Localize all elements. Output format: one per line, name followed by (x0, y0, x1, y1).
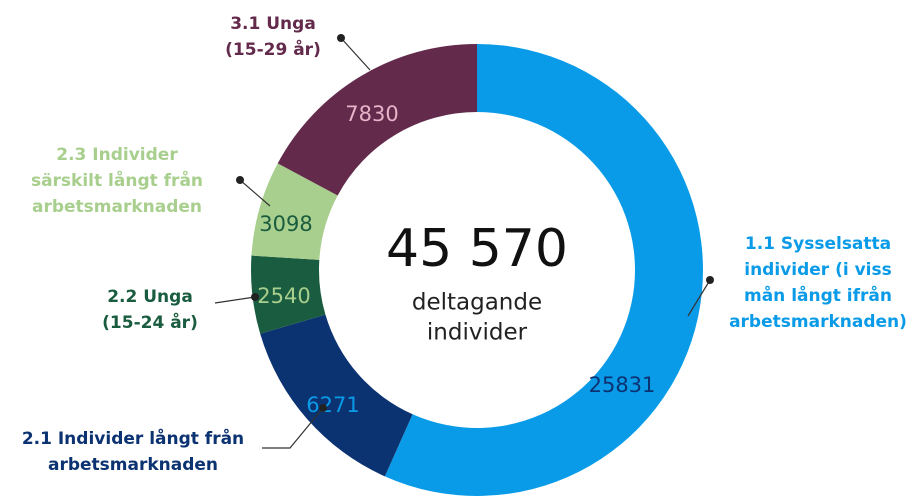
legend-label: (15-29 år) (225, 38, 321, 60)
center-text: individer (427, 320, 528, 346)
segment (384, 44, 703, 496)
segment (250, 255, 326, 334)
legend-label: 3.1 Unga (230, 14, 316, 34)
legend-label: arbetsmarknaden) (729, 312, 907, 332)
leader-line (214, 296, 256, 304)
leader-dot (236, 176, 244, 184)
legend-label: 2.3 Individer (56, 145, 178, 165)
legend-label: 2.1 Individer långt från (22, 427, 244, 449)
value-label: 6271 (306, 393, 359, 417)
leader-dot (251, 293, 259, 301)
center-text: deltagande (412, 290, 542, 316)
value-label: 25831 (589, 373, 656, 397)
leader-line (340, 37, 371, 71)
legend-label: 1.1 Sysselsatta (745, 234, 891, 254)
legend-label: (15-24 år) (102, 311, 198, 333)
center-value: 45 570 (386, 219, 568, 279)
value-label: 2540 (257, 284, 310, 308)
leader-dot (706, 276, 714, 284)
leader-dot (337, 34, 345, 42)
value-label: 7830 (345, 102, 398, 126)
segment (260, 314, 413, 477)
legend-label: arbetsmarknaden (32, 197, 202, 217)
leader-dot (319, 404, 327, 412)
legend-label: individer (i viss (744, 260, 892, 280)
value-label: 3098 (259, 212, 312, 236)
donut (250, 43, 703, 496)
leader-line (239, 179, 271, 207)
legend-label: mån långt ifrån (744, 284, 892, 306)
segment (251, 163, 338, 260)
legend-label: särskilt långt från (31, 169, 203, 191)
segment (277, 43, 477, 196)
leader-line (687, 279, 711, 317)
legend-label: arbetsmarknaden (48, 455, 218, 475)
leader-line (262, 407, 324, 449)
legend-label: 2.2 Unga (107, 287, 193, 307)
